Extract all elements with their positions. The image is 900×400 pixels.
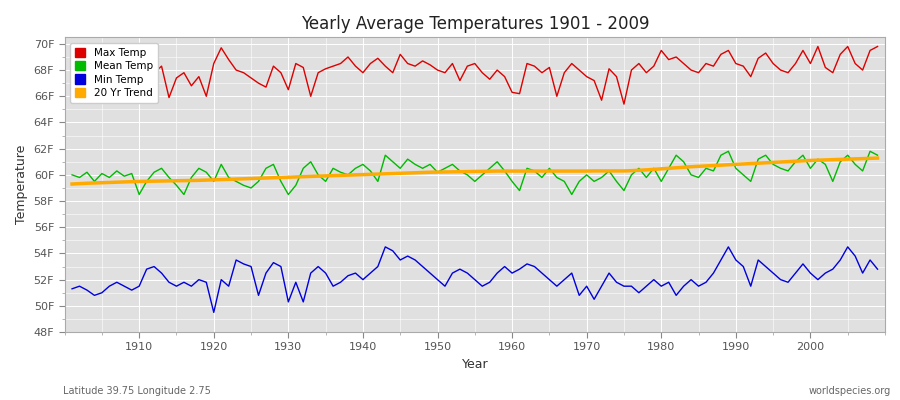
Y-axis label: Temperature: Temperature	[15, 145, 28, 224]
X-axis label: Year: Year	[462, 358, 488, 371]
Text: Latitude 39.75 Longitude 2.75: Latitude 39.75 Longitude 2.75	[63, 386, 211, 396]
Title: Yearly Average Temperatures 1901 - 2009: Yearly Average Temperatures 1901 - 2009	[301, 15, 649, 33]
Legend: Max Temp, Mean Temp, Min Temp, 20 Yr Trend: Max Temp, Mean Temp, Min Temp, 20 Yr Tre…	[70, 42, 158, 103]
Text: worldspecies.org: worldspecies.org	[809, 386, 891, 396]
